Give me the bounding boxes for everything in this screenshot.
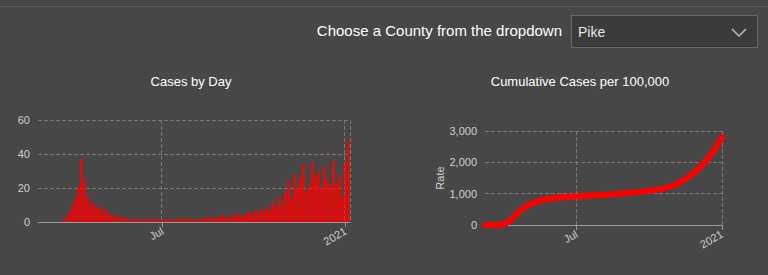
svg-text:Rate: Rate: [434, 166, 446, 189]
svg-text:40: 40: [18, 148, 30, 160]
svg-text:Cumulative Cases per 100,000: Cumulative Cases per 100,000: [491, 74, 670, 89]
svg-text:60: 60: [18, 114, 30, 126]
html-text:Choose a County from the dropd: Choose a County from the dropdown: [316, 22, 562, 39]
svg-text:2021: 2021: [321, 225, 348, 248]
svg-text:2,000: 2,000: [449, 156, 477, 168]
svg-text:Jul: Jul: [147, 225, 165, 242]
svg-text:3,000: 3,000: [449, 125, 477, 137]
svg-text:1,000: 1,000: [449, 188, 477, 200]
svg-text:Jul: Jul: [561, 228, 579, 245]
svg-text:2021: 2021: [698, 228, 725, 251]
svg-text:Cases by Day: Cases by Day: [151, 74, 232, 89]
svg-text:0: 0: [24, 216, 30, 228]
svg-text:20: 20: [18, 182, 30, 194]
svg-text:0: 0: [471, 219, 477, 231]
html-text:Pike: Pike: [578, 24, 606, 40]
